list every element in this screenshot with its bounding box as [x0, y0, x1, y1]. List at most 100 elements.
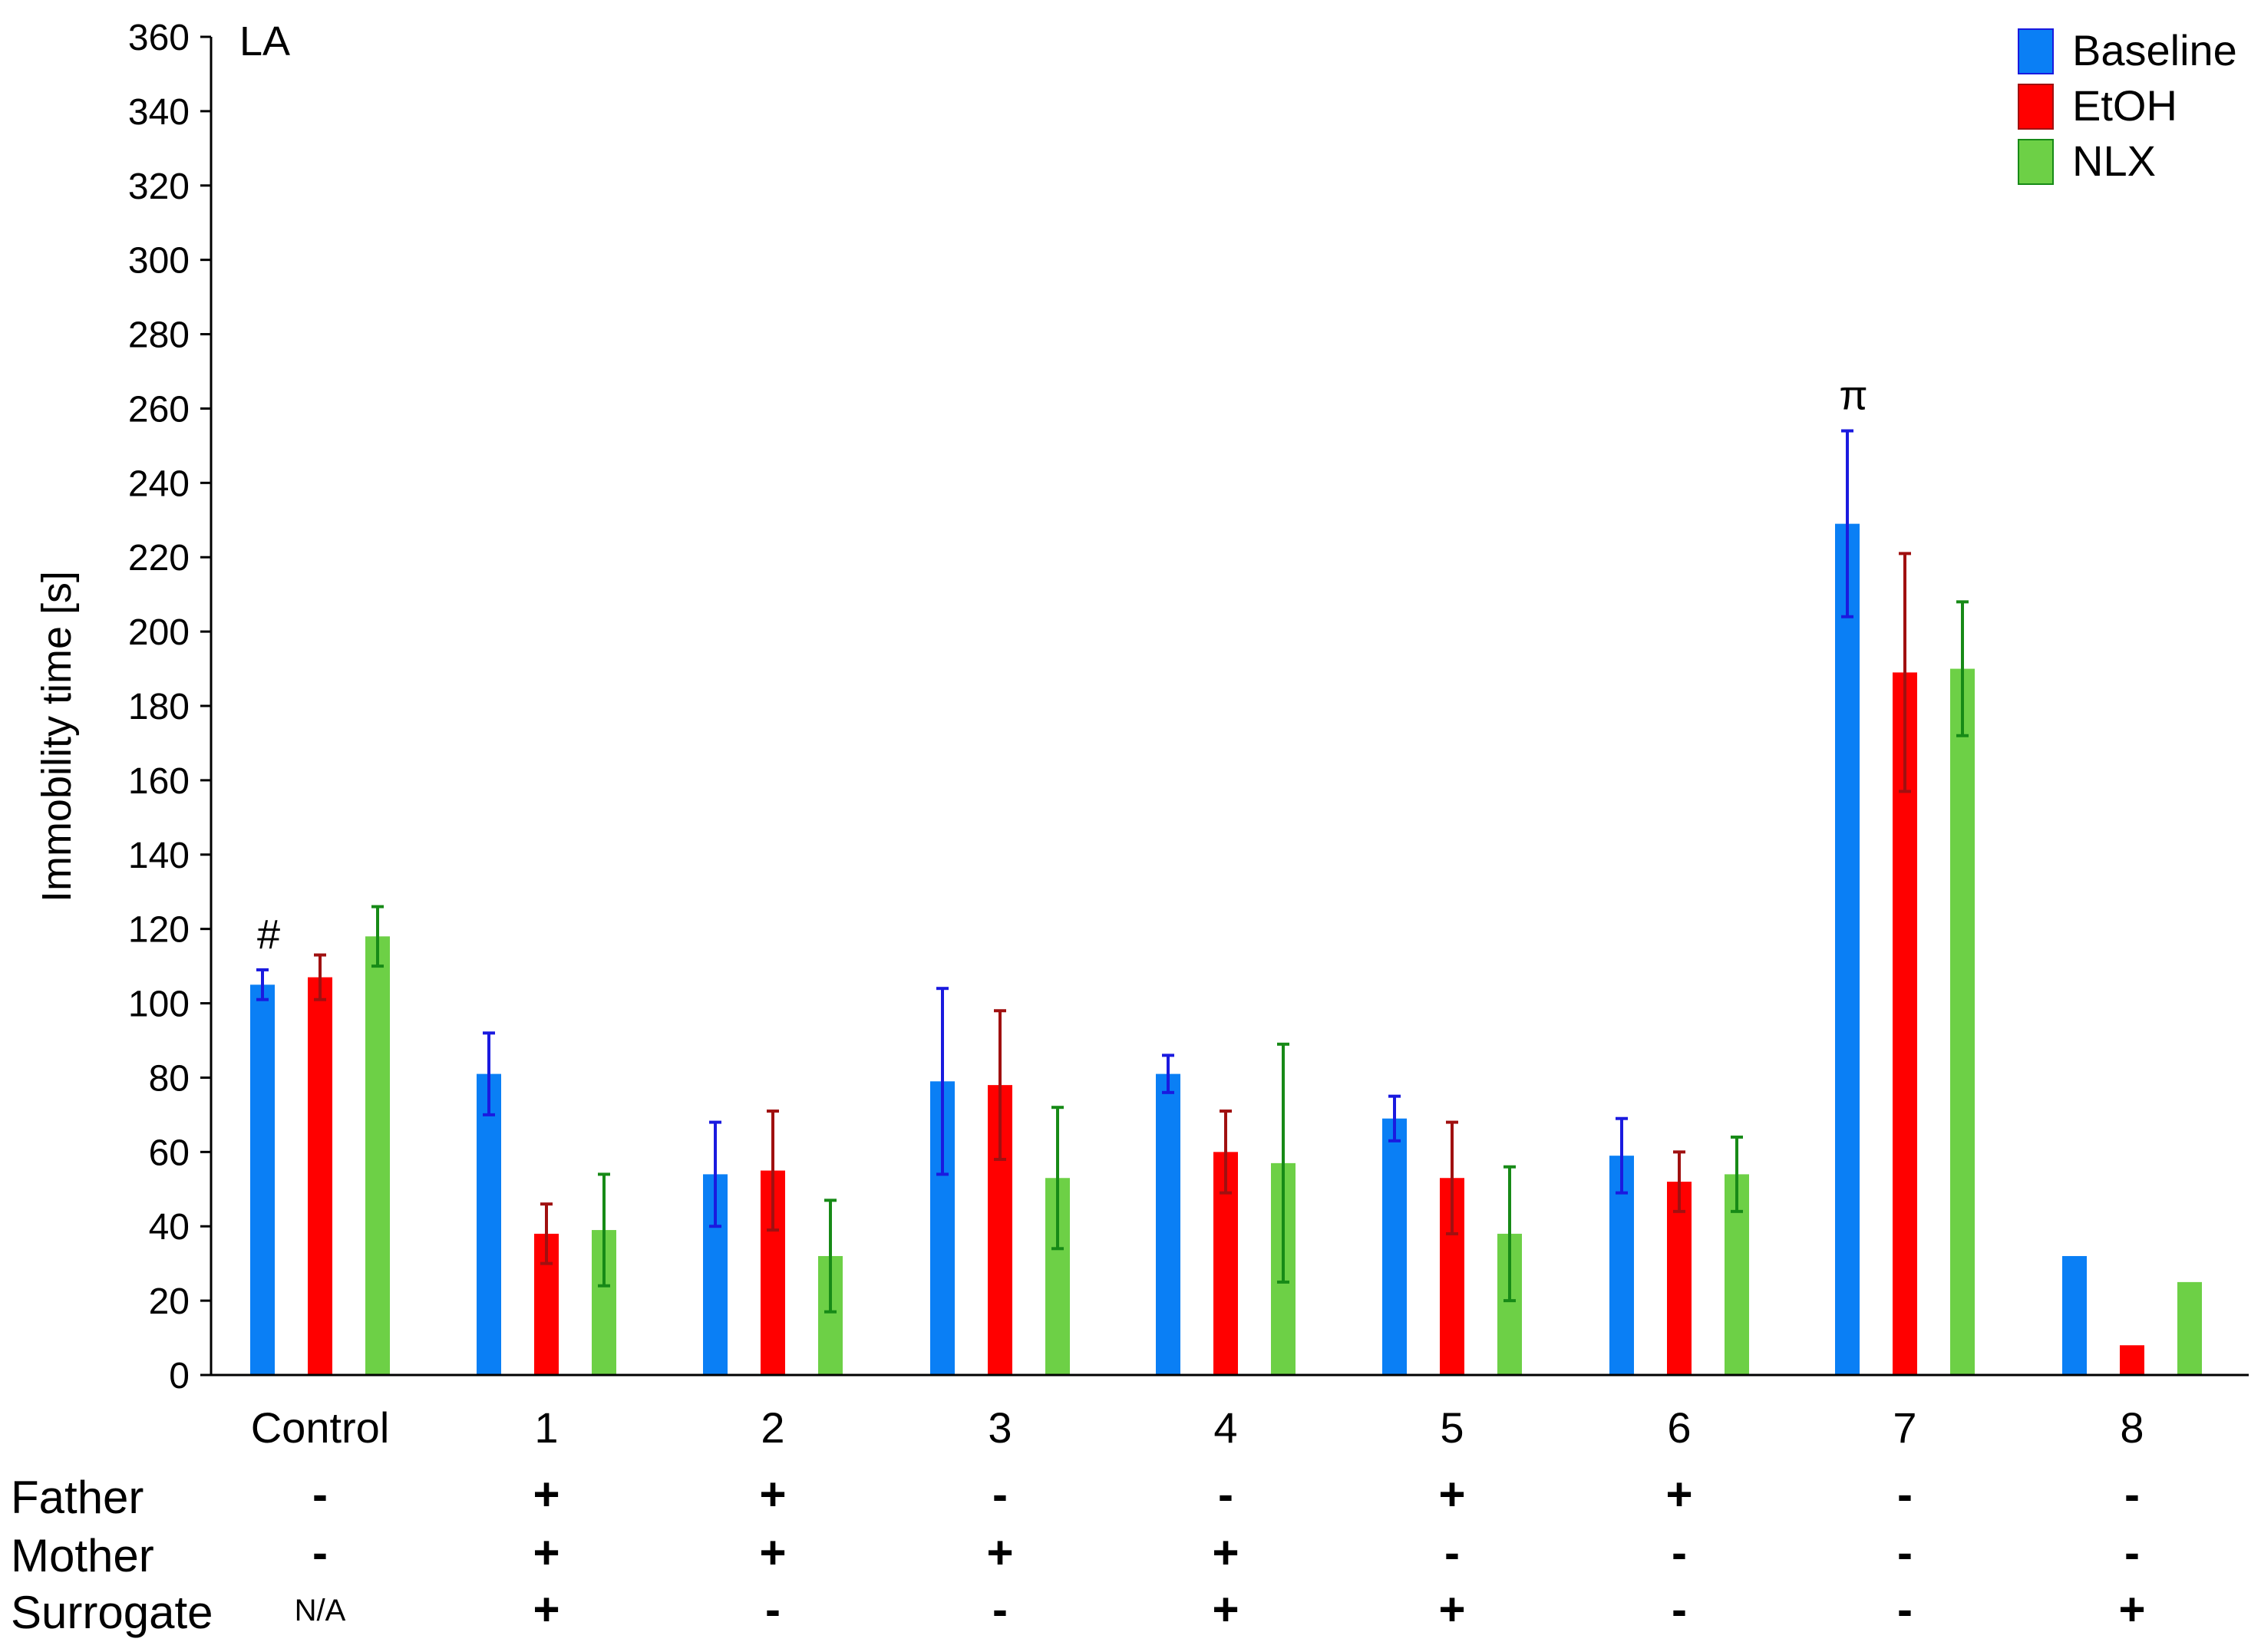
- legend-label: Baseline: [2072, 26, 2237, 74]
- error-bar: [709, 1120, 721, 1228]
- error-bar: [1503, 1165, 1516, 1303]
- legend-label: EtOH: [2072, 81, 2177, 130]
- x-tick-label: Control: [251, 1403, 390, 1452]
- annotation: #: [257, 912, 280, 958]
- error-bar: [1673, 1150, 1685, 1213]
- factor-row-label: Surrogate: [11, 1587, 213, 1638]
- factor-value: +: [2118, 1584, 2145, 1635]
- bar: [1382, 1118, 1407, 1375]
- x-tick-label: 8: [2120, 1403, 2144, 1452]
- bar: [2062, 1255, 2087, 1375]
- y-tick-label: 220: [128, 538, 190, 579]
- factor-value: +: [1212, 1527, 1239, 1578]
- y-tick-label: 240: [128, 463, 190, 504]
- legend-item-etoh: EtOH: [2018, 81, 2177, 130]
- error-bar: [1446, 1120, 1458, 1235]
- error-bar: [1277, 1042, 1289, 1284]
- legend-swatch: [2018, 139, 2054, 185]
- error-bar: [1388, 1094, 1401, 1143]
- factor-row-father: Father - + + - - + + - -: [11, 1469, 2140, 1523]
- series-baseline: [250, 429, 2087, 1375]
- x-tick-label: 6: [1667, 1403, 1691, 1452]
- error-bar: [483, 1031, 495, 1116]
- bars: #π: [250, 373, 2202, 1375]
- x-tick-label: 4: [1213, 1403, 1237, 1452]
- factor-value: -: [312, 1469, 328, 1520]
- bar: [477, 1073, 501, 1375]
- bar: [2177, 1281, 2202, 1375]
- bar: [1156, 1073, 1180, 1375]
- y-tick-label: 360: [128, 18, 190, 58]
- y-tick-label: 200: [128, 612, 190, 653]
- y-tick-label: 320: [128, 167, 190, 207]
- bar: [250, 984, 275, 1375]
- factor-value: +: [759, 1527, 786, 1578]
- legend: Baseline EtOH NLX: [2018, 26, 2237, 185]
- factor-table: Father - + + - - + + - - Mother - + + + + - - - - Surrogate N…: [11, 1469, 2146, 1638]
- error-bar: [256, 968, 269, 1001]
- factor-value: -: [765, 1584, 781, 1635]
- factor-value: -: [1218, 1469, 1233, 1520]
- factor-value: -: [1897, 1469, 1913, 1520]
- error-bar: [540, 1202, 553, 1265]
- legend-swatch: [2018, 84, 2054, 130]
- y-tick-label: 100: [128, 984, 190, 1025]
- legend-item-baseline: Baseline: [2018, 26, 2237, 74]
- x-tick-label: 1: [534, 1403, 558, 1452]
- error-bar: [1956, 600, 1969, 737]
- y-tick-label: 0: [169, 1356, 190, 1396]
- bar: [308, 977, 332, 1375]
- error-bar: [1220, 1110, 1232, 1195]
- x-tick-label: 2: [761, 1403, 784, 1452]
- error-bar: [1051, 1106, 1064, 1251]
- error-bar: [767, 1110, 779, 1232]
- error-bar: [314, 953, 326, 1001]
- factor-value: +: [1212, 1584, 1239, 1635]
- factor-value: +: [1438, 1584, 1465, 1635]
- factor-value: -: [992, 1469, 1008, 1520]
- factor-row-surrogate: Surrogate N/A + - - + + - - +: [11, 1584, 2146, 1638]
- x-axis: Control 1 2 3 4 5 6 7 8: [211, 1373, 2249, 1452]
- y-tick-label: 20: [149, 1281, 190, 1322]
- error-bar: [1841, 429, 1853, 618]
- x-tick-label: 7: [1893, 1403, 1916, 1452]
- factor-value: N/A: [295, 1594, 346, 1627]
- factor-value: +: [533, 1469, 559, 1520]
- error-bar: [1731, 1135, 1743, 1213]
- factor-value: -: [2124, 1469, 2140, 1520]
- annotation: π: [1839, 373, 1867, 419]
- factor-value: +: [986, 1527, 1013, 1578]
- y-tick-label: 140: [128, 836, 190, 876]
- error-bar: [994, 1009, 1006, 1162]
- error-bar: [824, 1199, 837, 1314]
- error-bar: [598, 1172, 610, 1288]
- panel-label: LA: [239, 18, 290, 64]
- y-tick-label: 40: [149, 1207, 190, 1248]
- legend-item-nlx: NLX: [2018, 137, 2156, 185]
- factor-row-label: Mother: [11, 1530, 154, 1581]
- factor-value: -: [1672, 1584, 1687, 1635]
- y-tick-label: 60: [149, 1133, 190, 1173]
- y-tick-label: 280: [128, 315, 190, 356]
- y-tick-label: 160: [128, 761, 190, 802]
- factor-value: +: [533, 1584, 559, 1635]
- x-tick-label: 3: [988, 1403, 1012, 1452]
- y-tick-label: 300: [128, 241, 190, 282]
- bar: [2120, 1345, 2144, 1375]
- factor-value: -: [1897, 1527, 1913, 1578]
- factor-value: -: [312, 1527, 328, 1578]
- factor-value: -: [1444, 1527, 1460, 1578]
- bar: [1950, 668, 1975, 1375]
- factor-value: +: [533, 1527, 559, 1578]
- factor-value: -: [2124, 1527, 2140, 1578]
- factor-value: +: [1665, 1469, 1692, 1520]
- bar: [1667, 1182, 1692, 1375]
- factor-value: -: [1672, 1527, 1687, 1578]
- error-bar: [1162, 1054, 1174, 1094]
- factor-row-mother: Mother - + + + + - - - -: [11, 1527, 2140, 1581]
- error-bar: [1899, 552, 1911, 793]
- error-bar: [936, 987, 949, 1176]
- bar: [365, 936, 390, 1375]
- factor-value: +: [1438, 1469, 1465, 1520]
